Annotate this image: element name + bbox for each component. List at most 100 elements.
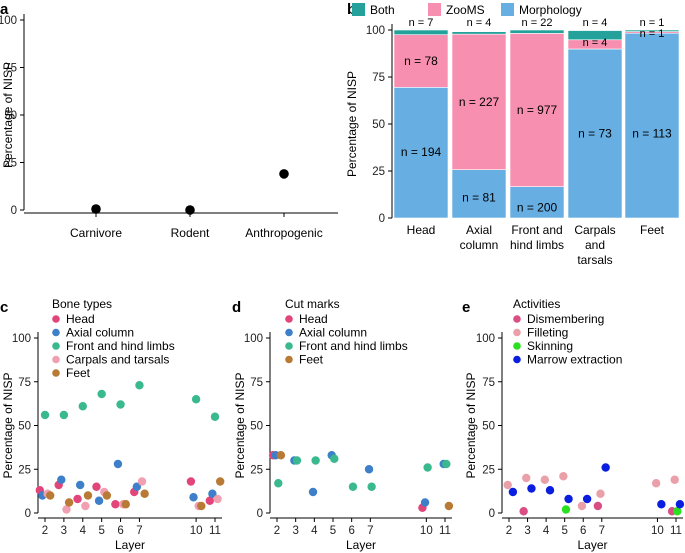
x-tick-label: 5 <box>98 525 104 537</box>
data-point-marrow-extraction-layer-5 <box>564 494 573 504</box>
data-point-feet-layer-3 <box>64 498 74 507</box>
x-category-label: Rodent <box>171 226 210 240</box>
bar-morphology-5 <box>624 32 680 219</box>
y-tick-label: 75 <box>4 63 17 75</box>
y-tick-label: 25 <box>4 158 17 170</box>
y-axis-title: Percentage of NISP <box>464 372 478 478</box>
legend-key-front-and-hind-limbs <box>52 342 60 350</box>
x-tick-label: 2 <box>274 525 280 537</box>
data-point-front-and-hind-limbs-layer-3 <box>292 456 302 465</box>
x-category-line: Front and <box>511 223 562 237</box>
data-point-front-and-hind-limbs-layer-7 <box>367 482 376 491</box>
data-point-front-and-hind-limbs-layer-6 <box>116 400 125 409</box>
n-label-zooms: n = 78 <box>404 54 438 68</box>
x-category-line: and <box>585 238 605 252</box>
x-tick-label: 7 <box>599 525 605 537</box>
data-point-axial-column-layer-10 <box>420 498 430 507</box>
x-category-label: Carpals and tarsals <box>574 223 615 267</box>
bar-morphology-4 <box>567 48 623 219</box>
n-label-both: n = 22 <box>522 17 553 29</box>
data-point-front-and-hind-limbs-layer-11 <box>210 412 220 421</box>
y-tick-label: 25 <box>372 166 385 178</box>
legend-key-skinning <box>513 342 521 350</box>
data-point-front-and-hind-limbs-layer-6 <box>348 482 358 491</box>
data-point-filleting-layer-2 <box>503 480 512 490</box>
data-point-marrow-extraction-layer-4 <box>545 486 555 495</box>
bar-morphology-2 <box>451 169 507 219</box>
data-point-axial-column-layer-7 <box>364 465 374 474</box>
data-point-filleting-layer-3 <box>522 473 531 483</box>
x-category-line: Feet <box>640 223 665 237</box>
data-point-anthropogenic <box>279 169 289 179</box>
legend-title: Cut marks <box>285 297 340 311</box>
x-category-label: Feet <box>640 223 665 237</box>
x-category-label: Axial column <box>460 223 499 252</box>
legend-key-carpals-and-tarsals <box>52 355 60 364</box>
data-point-carpals-and-tarsals-layer-11 <box>213 494 222 504</box>
panel-label-c: c <box>0 299 8 316</box>
data-point-front-and-hind-limbs-layer-5 <box>330 454 339 463</box>
bar-zooms-1 <box>393 34 449 88</box>
x-tick-label: 4 <box>543 525 550 537</box>
data-point-front-and-hind-limbs-layer-7 <box>135 381 144 390</box>
legend-label-marrow-extraction: Marrow extraction <box>527 353 622 367</box>
n-label-morphology: n = 194 <box>401 145 442 159</box>
y-tick-label: 100 <box>12 333 31 345</box>
legend-key-both <box>352 3 365 16</box>
bar-both-1 <box>393 29 449 35</box>
data-point-marrow-extraction-layer-2 <box>508 487 518 497</box>
data-point-feet-layer-11 <box>216 477 225 486</box>
data-point-axial-column-layer-10 <box>189 493 198 502</box>
data-point-front-and-hind-limbs-layer-3 <box>59 410 69 420</box>
legend-label-feet: Feet <box>299 353 324 367</box>
n-label-both: n = 1 <box>640 17 665 29</box>
data-point-head-layer-10 <box>186 477 196 486</box>
n-label-both: n = 4 <box>467 17 492 29</box>
data-point-filleting-layer-10 <box>651 479 661 488</box>
panel-label-a: a <box>0 1 9 18</box>
legend-key-axial-column <box>52 328 60 337</box>
data-point-front-and-hind-limbs-layer-10 <box>423 463 432 472</box>
data-point-carpals-and-tarsals-layer-3 <box>62 505 71 514</box>
panel-a-chart: 0 25 50 75 100 Percentage of NISP Carnivore Rod… <box>0 14 338 240</box>
x-axis-title: Layer <box>577 538 607 552</box>
data-point-axial-column-layer-11 <box>208 489 217 498</box>
n-label-morphology: n = 81 <box>462 190 496 204</box>
bar-zooms-3 <box>509 33 565 187</box>
legend-label-zooms: ZooMS <box>446 3 485 17</box>
data-point-marrow-extraction-layer-10 <box>657 500 666 509</box>
y-tick-label: 50 <box>372 119 385 131</box>
data-point-dismembering-layer-3 <box>519 507 528 516</box>
bar-zooms-2 <box>451 33 507 170</box>
x-tick-label: 5 <box>561 525 567 537</box>
data-point-filleting-layer-11 <box>670 475 679 484</box>
x-category-label: Front and hind limbs <box>510 223 564 252</box>
x-tick-label: 6 <box>117 525 123 537</box>
legend-label-morphology: Morphology <box>519 3 582 17</box>
x-axis-title: Layer <box>115 538 145 552</box>
y-tick-label: 50 <box>4 110 17 122</box>
x-tick-label: 10 <box>190 525 203 537</box>
legend-label-dismembering: Dismembering <box>527 312 604 326</box>
x-tick-label: 7 <box>367 525 373 537</box>
y-tick-label: 0 <box>25 508 31 520</box>
y-tick-label: 100 <box>476 333 495 345</box>
legend-label-both: Both <box>370 3 395 17</box>
y-tick-label: 25 <box>18 464 31 476</box>
data-point-carnivore <box>91 204 101 214</box>
y-tick-label: 0 <box>11 205 17 217</box>
data-point-feet-layer-11 <box>444 501 454 511</box>
data-point-feet-layer-6 <box>121 500 130 509</box>
data-point-feet-layer-7 <box>140 489 149 498</box>
n-label-both: n = 7 <box>409 17 434 29</box>
data-point-feet-layer-2 <box>276 451 286 460</box>
n-label-morphology: n = 73 <box>578 126 612 140</box>
data-point-marrow-extraction-layer-6 <box>582 494 592 504</box>
y-axis-title: Percentage of NISP <box>1 372 15 478</box>
y-tick-label: 75 <box>18 377 31 389</box>
x-tick-label: 4 <box>311 525 318 537</box>
data-point-filleting-layer-5 <box>559 472 568 481</box>
data-point-axial-column-layer-4 <box>75 480 85 490</box>
n-label-both: n = 4 <box>583 17 608 29</box>
